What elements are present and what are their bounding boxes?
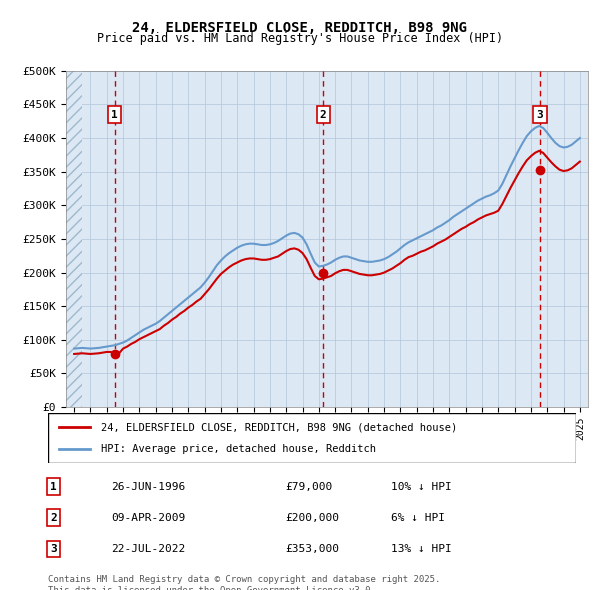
Text: 24, ELDERSFIELD CLOSE, REDDITCH, B98 9NG (detached house): 24, ELDERSFIELD CLOSE, REDDITCH, B98 9NG…	[101, 422, 457, 432]
Text: 3: 3	[536, 110, 543, 120]
FancyBboxPatch shape	[48, 413, 576, 463]
Text: 13% ↓ HPI: 13% ↓ HPI	[391, 544, 452, 554]
Text: 2: 2	[50, 513, 56, 523]
Text: Contains HM Land Registry data © Crown copyright and database right 2025.
This d: Contains HM Land Registry data © Crown c…	[48, 575, 440, 590]
Text: 26-JUN-1996: 26-JUN-1996	[112, 481, 185, 491]
Text: £353,000: £353,000	[286, 544, 340, 554]
Text: HPI: Average price, detached house, Redditch: HPI: Average price, detached house, Redd…	[101, 444, 376, 454]
Text: 1: 1	[112, 110, 118, 120]
Text: 1: 1	[50, 481, 56, 491]
Text: 2: 2	[320, 110, 326, 120]
Text: £200,000: £200,000	[286, 513, 340, 523]
Text: 09-APR-2009: 09-APR-2009	[112, 513, 185, 523]
Text: 3: 3	[50, 544, 56, 554]
Text: Price paid vs. HM Land Registry's House Price Index (HPI): Price paid vs. HM Land Registry's House …	[97, 32, 503, 45]
Text: 24, ELDERSFIELD CLOSE, REDDITCH, B98 9NG: 24, ELDERSFIELD CLOSE, REDDITCH, B98 9NG	[133, 21, 467, 35]
Text: 10% ↓ HPI: 10% ↓ HPI	[391, 481, 452, 491]
Bar	[66, 71, 82, 407]
Text: 22-JUL-2022: 22-JUL-2022	[112, 544, 185, 554]
Text: 6% ↓ HPI: 6% ↓ HPI	[391, 513, 445, 523]
Text: £79,000: £79,000	[286, 481, 333, 491]
